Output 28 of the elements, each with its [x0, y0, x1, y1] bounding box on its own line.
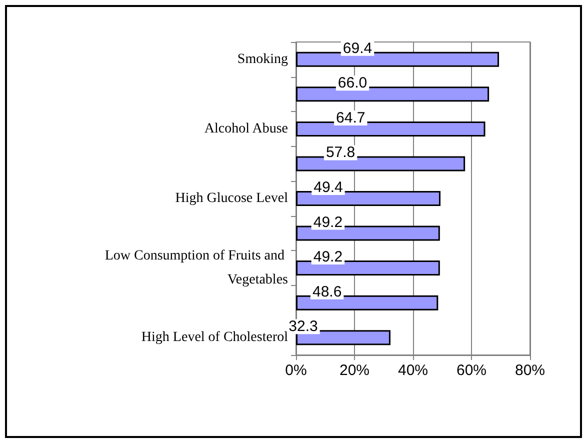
bar: [296, 260, 440, 276]
bar: [296, 52, 499, 67]
bar: [296, 156, 466, 172]
bar: [296, 86, 490, 102]
data-label: 66.0: [338, 74, 368, 92]
y-tick-label: Alcohol Abuse: [204, 121, 288, 136]
data-label: 49.2: [313, 248, 343, 266]
bar: [296, 226, 440, 241]
data-label: 48.6: [312, 283, 342, 300]
bar: [296, 121, 486, 136]
y-tick-label: High Level of Cholesterol: [141, 330, 288, 346]
x-tick-label: 80%: [514, 362, 546, 379]
x-tick-label: 60%: [456, 362, 487, 379]
x-tick-label: 0%: [285, 362, 307, 379]
data-label: 32.3: [288, 318, 318, 336]
bar: [296, 191, 440, 206]
data-label: 57.8: [326, 144, 356, 162]
bar: [296, 330, 390, 346]
data-label: 49.2: [313, 214, 343, 231]
x-tick-label: 40%: [398, 362, 428, 379]
data-label: 64.7: [336, 109, 366, 126]
x-tick-label: 20%: [339, 362, 370, 379]
y-tick-label: High Glucose Level: [175, 191, 288, 206]
y-tick-label: Low Consumption of Fruits and Vegetables: [104, 248, 288, 288]
data-label: 69.4: [342, 40, 372, 57]
y-tick-label: Smoking: [237, 52, 288, 67]
data-label: 49.4: [314, 179, 343, 196]
bar: [296, 295, 438, 310]
